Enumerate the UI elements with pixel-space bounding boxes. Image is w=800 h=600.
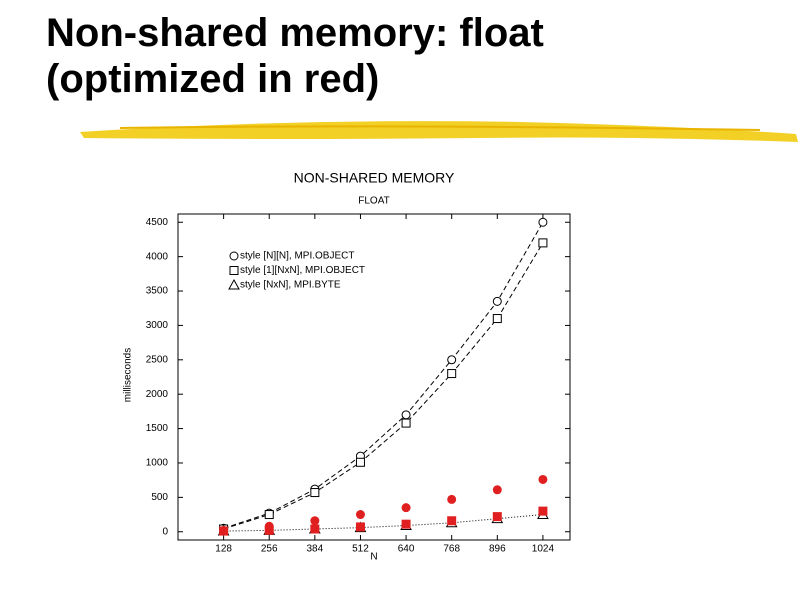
marker bbox=[264, 510, 274, 520]
title-line: (optimized in red) bbox=[46, 57, 380, 101]
y-tick-label: 3500 bbox=[146, 286, 169, 297]
x-tick-label: 256 bbox=[261, 544, 278, 555]
y-tick-label: 2000 bbox=[146, 389, 169, 400]
marker bbox=[310, 524, 320, 534]
legend-marker bbox=[229, 251, 239, 261]
marker bbox=[538, 238, 548, 248]
marker bbox=[355, 510, 365, 520]
y-tick-label: 4000 bbox=[146, 251, 169, 262]
underline-stroke bbox=[80, 121, 798, 142]
marker bbox=[401, 410, 411, 420]
x-tick-label: 1024 bbox=[532, 544, 555, 555]
y-tick-label: 0 bbox=[162, 526, 168, 537]
legend-marker bbox=[228, 278, 240, 290]
marker bbox=[538, 506, 548, 516]
marker bbox=[447, 369, 457, 379]
marker bbox=[401, 519, 411, 529]
slide-title: Non-shared memory: float (optimized in re… bbox=[46, 10, 544, 102]
underline-stroke bbox=[119, 125, 761, 131]
marker bbox=[219, 526, 229, 536]
marker bbox=[355, 522, 365, 532]
legend-label: style [N][N], MPI.OBJECT bbox=[240, 251, 354, 262]
marker bbox=[492, 314, 502, 324]
y-tick-label: 3000 bbox=[146, 320, 169, 331]
x-tick-label: 384 bbox=[306, 544, 323, 555]
legend-label: style [1][NxN], MPI.OBJECT bbox=[240, 265, 365, 276]
legend-marker bbox=[229, 266, 239, 275]
x-tick-label: 512 bbox=[352, 544, 369, 555]
x-tick-label: 768 bbox=[443, 544, 460, 555]
legend-label: style [NxN], MPI.BYTE bbox=[240, 280, 341, 291]
marker bbox=[310, 488, 320, 498]
y-tick-label: 2500 bbox=[146, 354, 169, 365]
series-line bbox=[223, 222, 544, 529]
chart-title: NON-SHARED MEMORY bbox=[294, 170, 455, 186]
marker bbox=[401, 503, 411, 513]
series-line bbox=[223, 514, 543, 532]
marker bbox=[310, 516, 320, 526]
marker bbox=[447, 355, 457, 365]
marker bbox=[264, 525, 274, 535]
chart-subtitle: FLOAT bbox=[358, 196, 389, 207]
marker bbox=[492, 485, 502, 495]
series-line bbox=[223, 242, 544, 530]
marker bbox=[355, 457, 365, 467]
marker bbox=[492, 512, 502, 522]
x-tick-label: 128 bbox=[215, 544, 232, 555]
x-tick-label: 896 bbox=[489, 544, 506, 555]
x-axis-label: N bbox=[370, 552, 377, 563]
marker bbox=[447, 516, 457, 526]
plot-frame bbox=[177, 213, 571, 541]
y-axis-label: milliseconds bbox=[123, 348, 134, 402]
y-tick-label: 1000 bbox=[146, 458, 169, 469]
marker bbox=[447, 494, 457, 504]
title-line: Non-shared memory: float bbox=[46, 11, 544, 55]
y-tick-label: 500 bbox=[151, 492, 168, 503]
marker bbox=[492, 296, 502, 306]
x-tick-label: 640 bbox=[398, 544, 415, 555]
y-tick-label: 1500 bbox=[146, 423, 169, 434]
marker bbox=[538, 217, 548, 227]
y-tick-label: 4500 bbox=[146, 217, 169, 228]
marker bbox=[401, 418, 411, 428]
marker bbox=[538, 474, 548, 484]
